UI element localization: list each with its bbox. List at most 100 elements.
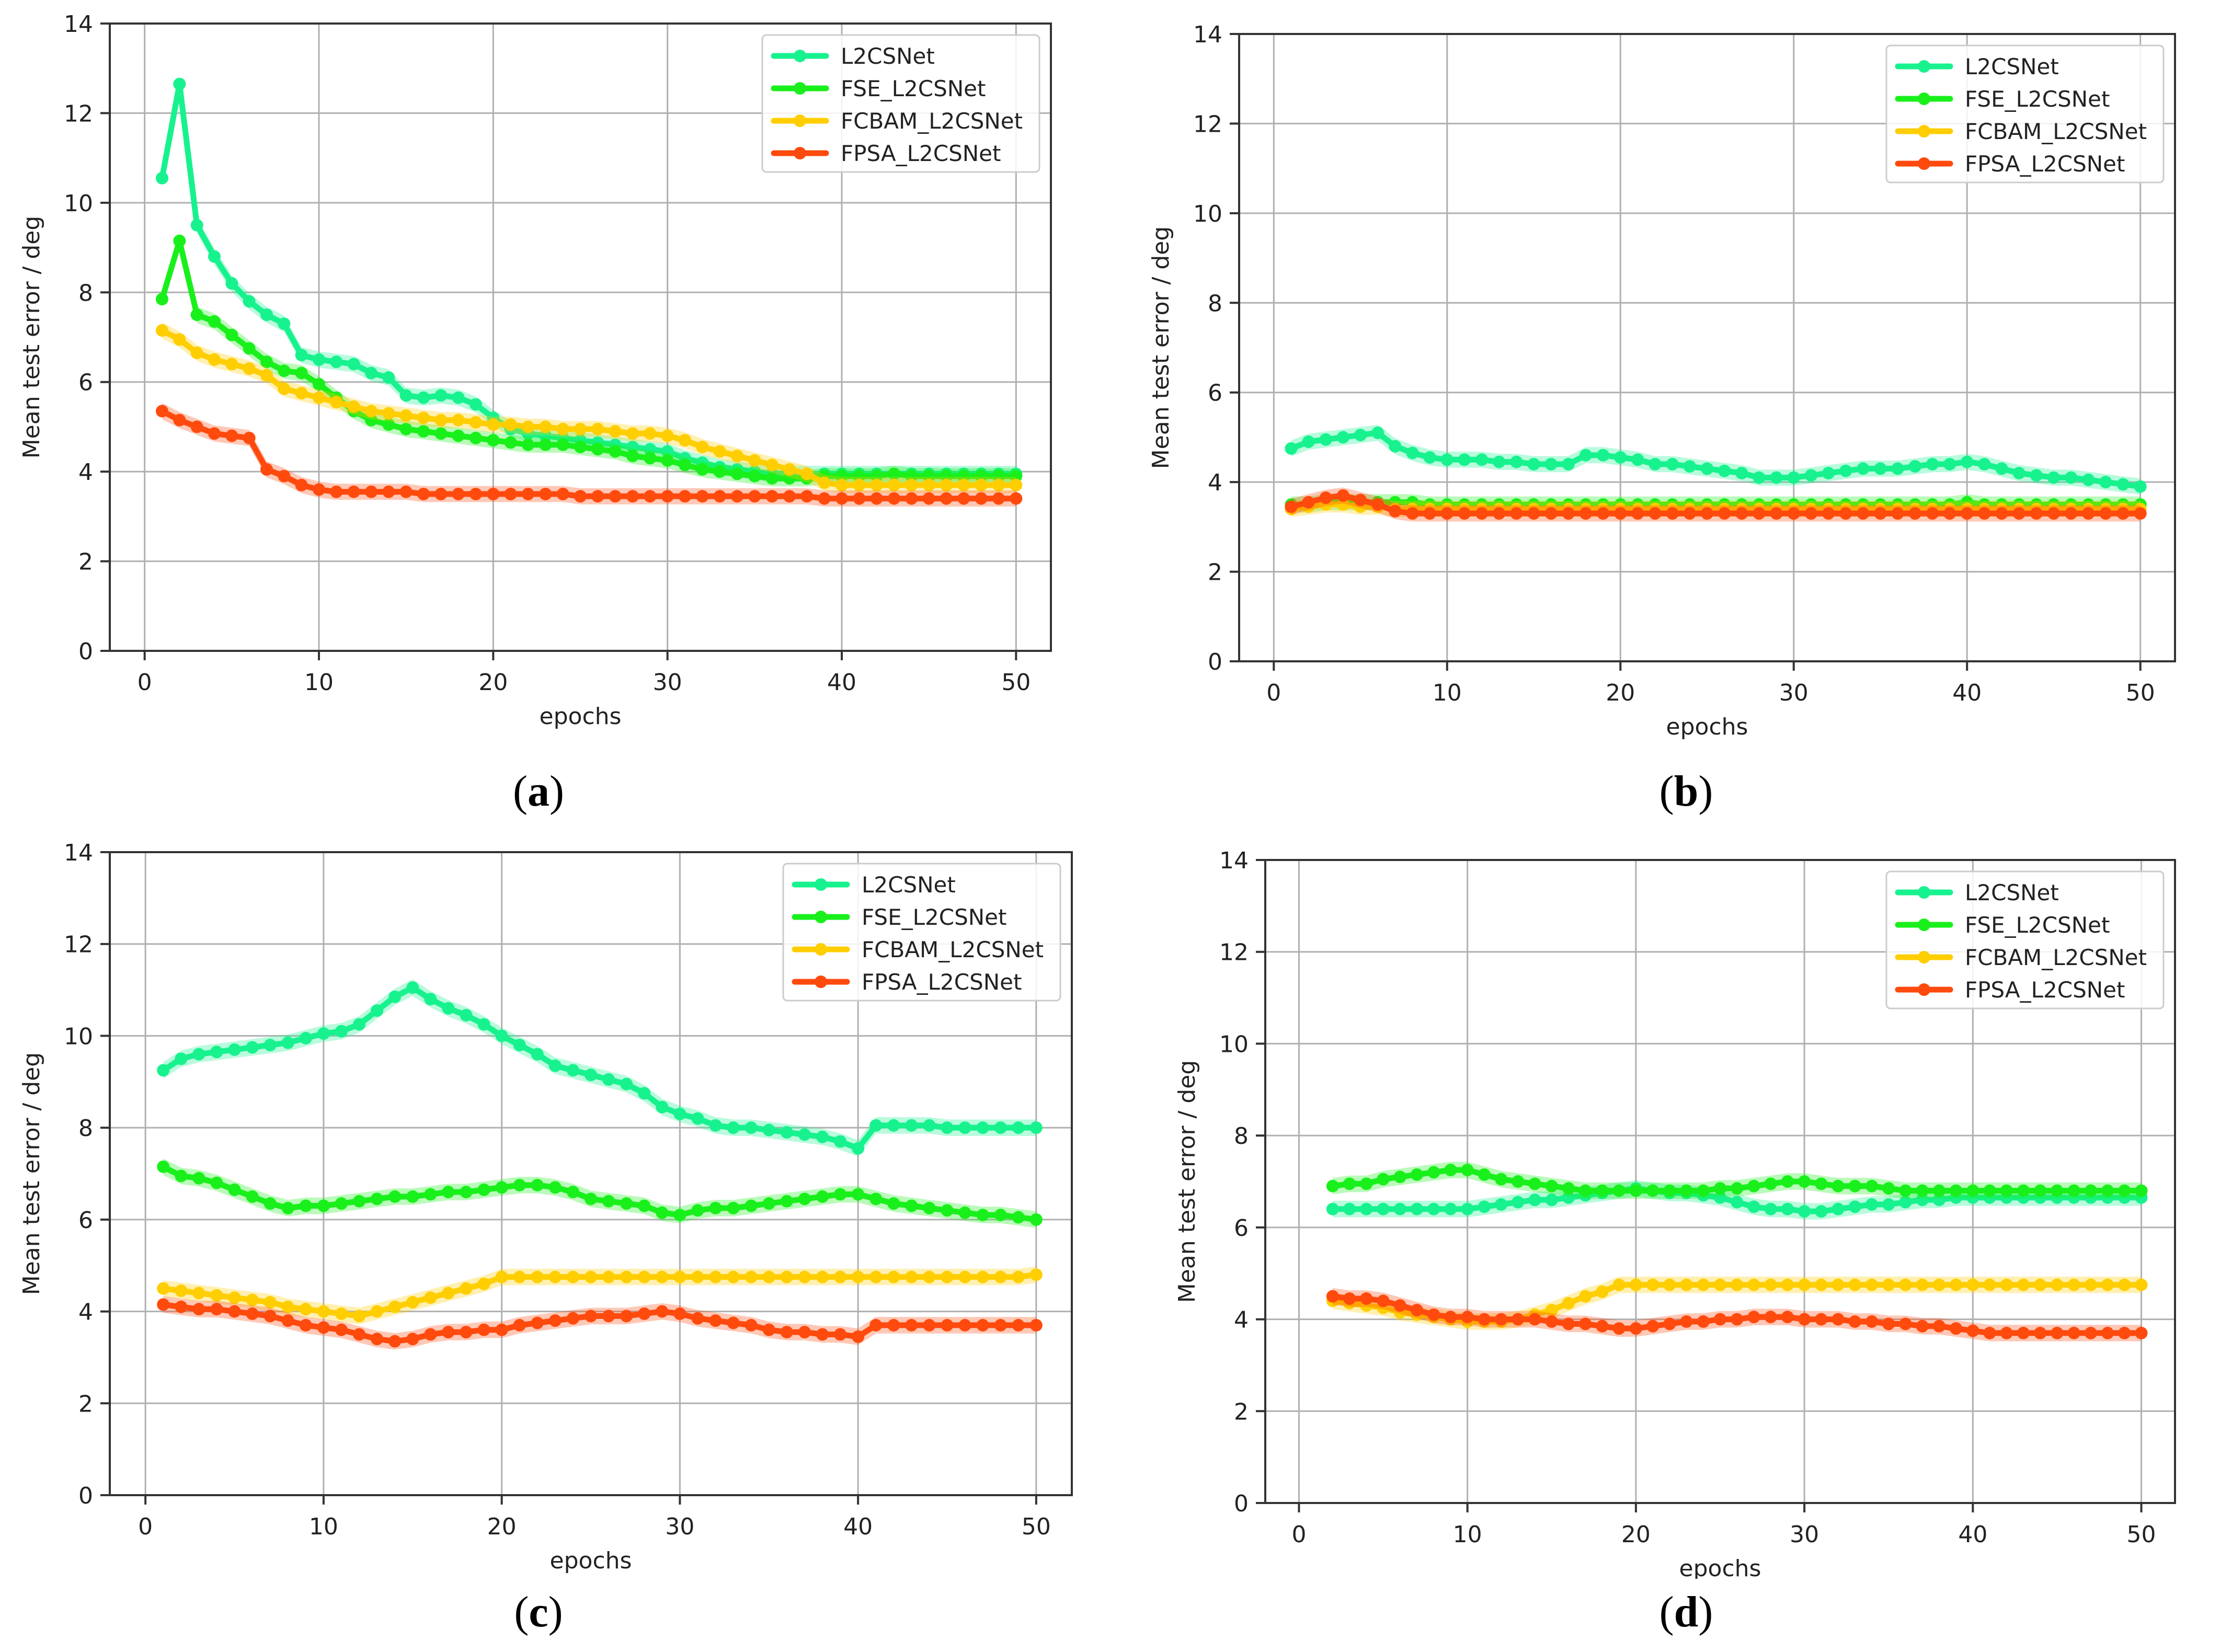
data-point [1701, 507, 1713, 520]
legend-marker [794, 147, 806, 159]
data-point [1950, 1278, 1963, 1291]
data-point [679, 458, 691, 472]
data-point [157, 1282, 170, 1295]
data-point [1562, 1191, 1575, 1204]
data-point [388, 1190, 402, 1203]
data-point [1666, 507, 1679, 520]
data-point [834, 1270, 847, 1283]
data-point [2030, 507, 2043, 520]
data-point [1612, 1184, 1626, 1197]
y-tick-label: 12 [64, 100, 93, 127]
data-point [1629, 1184, 1642, 1197]
plot-frame [109, 851, 1073, 1496]
data-point [1545, 1304, 1558, 1316]
data-point [656, 1305, 669, 1318]
data-point [175, 1052, 188, 1065]
data-point [834, 1328, 847, 1341]
data-point [1764, 1202, 1777, 1215]
data-point [1865, 1278, 1878, 1291]
legend-label: FSE_L2CSNet [862, 904, 1006, 930]
data-point [958, 1270, 971, 1283]
data-point [1343, 1292, 1356, 1305]
data-point [976, 1121, 989, 1134]
data-point [1798, 1278, 1811, 1291]
data-point [1596, 1285, 1609, 1298]
data-point [853, 469, 866, 483]
data-point [1874, 507, 1887, 520]
data-point [1770, 507, 1783, 520]
data-point [175, 1169, 188, 1183]
legend-marker [1918, 93, 1930, 105]
data-point [626, 427, 639, 440]
data-point [1360, 1292, 1373, 1305]
data-point [745, 1199, 758, 1212]
data-point [1865, 1315, 1878, 1328]
data-point [264, 1296, 277, 1309]
data-point [1983, 1184, 1996, 1197]
data-point [299, 1318, 312, 1332]
y-tick-label: 14 [64, 840, 93, 866]
data-point [1596, 1184, 1609, 1197]
data-point [228, 1291, 241, 1304]
data-point [626, 441, 639, 453]
data-point [835, 492, 848, 505]
plot-frame [1264, 859, 2176, 1504]
data-point [1701, 462, 1713, 475]
confidence-band [163, 1158, 1036, 1228]
data-point [1747, 1200, 1760, 1213]
y-axis-label: Mean test error / deg [18, 1052, 45, 1295]
data-point [1683, 507, 1696, 520]
data-point [591, 490, 604, 503]
data-point [1680, 1315, 1693, 1328]
data-point [1512, 1175, 1525, 1188]
data-point [1943, 457, 1956, 471]
data-point [1427, 1166, 1440, 1179]
data-point [709, 1314, 722, 1327]
data-point [869, 1318, 883, 1332]
data-point [1865, 1198, 1878, 1211]
data-point [260, 355, 273, 369]
data-point [958, 1206, 971, 1219]
data-point [975, 469, 988, 483]
data-point [1528, 1313, 1541, 1326]
data-point [1966, 1278, 1979, 1291]
x-tick-label: 10 [304, 669, 334, 696]
data-point [1597, 449, 1610, 462]
data-point [800, 467, 814, 480]
legend-box [761, 34, 1040, 173]
data-point [2067, 1278, 2080, 1291]
data-point [264, 1310, 277, 1323]
y-tick-label: 10 [64, 190, 93, 217]
data-point [243, 431, 256, 444]
data-point [2017, 1326, 2030, 1339]
data-point [783, 490, 796, 503]
data-point [225, 429, 238, 442]
data-point [208, 427, 221, 440]
caption-d: (d) [1659, 1588, 1713, 1636]
data-point [1512, 1196, 1525, 1209]
data-point [1932, 1320, 1945, 1333]
data-point [190, 219, 203, 232]
data-point [175, 1284, 188, 1298]
data-point [2084, 1326, 2097, 1339]
x-tick-label: 30 [1779, 680, 1809, 706]
data-point [1406, 507, 1419, 520]
legend-label: FSE_L2CSNet [1965, 912, 2110, 938]
data-point [1731, 1278, 1744, 1291]
data-point [1319, 491, 1332, 504]
legend-marker [1918, 60, 1930, 73]
data-point [853, 492, 866, 505]
data-point [1714, 1278, 1726, 1291]
data-point [2067, 1326, 2080, 1339]
data-point [941, 1121, 954, 1134]
data-point [1815, 1313, 1828, 1326]
data-point [1899, 1317, 1912, 1330]
data-point [1781, 1202, 1794, 1215]
data-point [452, 429, 465, 442]
data-point [513, 1039, 526, 1051]
data-point [424, 1328, 437, 1341]
data-point [335, 1197, 348, 1210]
legend-marker [815, 911, 827, 923]
x-tick-label: 10 [309, 1513, 338, 1540]
data-point [157, 1298, 170, 1311]
